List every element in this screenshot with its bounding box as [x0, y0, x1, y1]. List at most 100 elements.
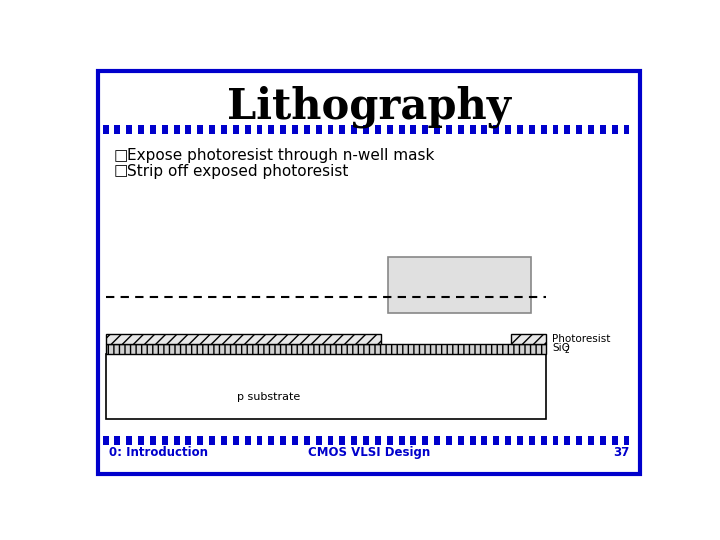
Bar: [239, 436, 245, 445]
Bar: [469, 125, 476, 134]
Bar: [298, 436, 304, 445]
Text: p substrate: p substrate: [238, 393, 300, 402]
Bar: [446, 436, 452, 445]
Bar: [221, 125, 227, 134]
Bar: [251, 125, 256, 134]
Bar: [440, 125, 446, 134]
Bar: [464, 125, 469, 134]
Bar: [570, 436, 576, 445]
Bar: [618, 125, 624, 134]
Text: Photoresist: Photoresist: [552, 334, 611, 344]
Bar: [399, 436, 405, 445]
Bar: [256, 436, 262, 445]
Bar: [280, 436, 286, 445]
Bar: [487, 436, 493, 445]
Bar: [197, 436, 203, 445]
Bar: [233, 125, 239, 134]
Bar: [346, 436, 351, 445]
Bar: [434, 125, 440, 134]
Bar: [322, 436, 328, 445]
Bar: [363, 436, 369, 445]
Bar: [469, 436, 476, 445]
Bar: [292, 125, 298, 134]
Bar: [315, 436, 322, 445]
Bar: [375, 125, 381, 134]
Bar: [452, 125, 458, 134]
Bar: [629, 125, 636, 134]
Text: Lithography: Lithography: [227, 86, 511, 129]
Text: □: □: [113, 148, 127, 163]
Bar: [535, 436, 541, 445]
Bar: [369, 436, 375, 445]
Bar: [339, 436, 346, 445]
Bar: [410, 125, 416, 134]
Bar: [269, 436, 274, 445]
Bar: [132, 436, 138, 445]
Bar: [552, 125, 559, 134]
Bar: [523, 436, 529, 445]
Bar: [114, 125, 120, 134]
Bar: [328, 436, 333, 445]
Bar: [529, 125, 535, 134]
Bar: [523, 125, 529, 134]
Bar: [629, 436, 636, 445]
Bar: [559, 436, 564, 445]
Bar: [120, 125, 126, 134]
Bar: [423, 436, 428, 445]
Bar: [162, 125, 168, 134]
Bar: [600, 436, 606, 445]
Bar: [529, 436, 535, 445]
Bar: [150, 436, 156, 445]
Bar: [109, 125, 114, 134]
Bar: [209, 125, 215, 134]
Bar: [215, 436, 221, 445]
Bar: [606, 436, 612, 445]
Bar: [245, 125, 251, 134]
Bar: [126, 436, 132, 445]
Bar: [499, 125, 505, 134]
Bar: [381, 125, 387, 134]
Bar: [505, 436, 511, 445]
Text: CMOS VLSI Design: CMOS VLSI Design: [308, 447, 430, 460]
Bar: [546, 125, 552, 134]
Bar: [476, 436, 482, 445]
Bar: [109, 436, 114, 445]
Bar: [144, 125, 150, 134]
Bar: [333, 436, 339, 445]
Bar: [541, 125, 546, 134]
Bar: [315, 125, 322, 134]
Bar: [541, 436, 546, 445]
Bar: [138, 436, 144, 445]
Bar: [286, 436, 292, 445]
Bar: [274, 436, 280, 445]
Bar: [174, 125, 179, 134]
Bar: [221, 436, 227, 445]
Bar: [559, 125, 564, 134]
Bar: [256, 125, 262, 134]
Bar: [482, 125, 487, 134]
Bar: [106, 354, 546, 419]
Bar: [357, 125, 363, 134]
Bar: [274, 125, 280, 134]
Bar: [388, 257, 531, 313]
Bar: [310, 436, 315, 445]
Bar: [612, 436, 618, 445]
Bar: [197, 125, 203, 134]
Bar: [262, 436, 269, 445]
Bar: [203, 125, 209, 134]
Bar: [482, 436, 487, 445]
Bar: [192, 125, 197, 134]
Bar: [298, 125, 304, 134]
Bar: [399, 125, 405, 134]
Bar: [233, 436, 239, 445]
Bar: [517, 125, 523, 134]
Bar: [493, 125, 499, 134]
Bar: [106, 345, 546, 354]
Bar: [624, 436, 629, 445]
Bar: [606, 125, 612, 134]
Bar: [576, 125, 582, 134]
Bar: [245, 436, 251, 445]
Bar: [186, 436, 192, 445]
Bar: [570, 125, 576, 134]
Bar: [251, 436, 256, 445]
